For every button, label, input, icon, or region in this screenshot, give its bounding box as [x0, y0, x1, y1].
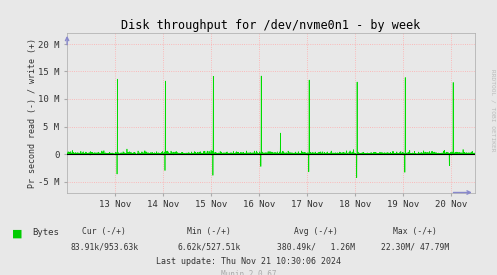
Text: Cur (-/+): Cur (-/+): [83, 227, 126, 236]
Text: RRDTOOL / TOBI OETIKER: RRDTOOL / TOBI OETIKER: [491, 69, 496, 151]
Text: Min (-/+): Min (-/+): [187, 227, 231, 236]
Text: Last update: Thu Nov 21 10:30:06 2024: Last update: Thu Nov 21 10:30:06 2024: [156, 257, 341, 266]
Text: Bytes: Bytes: [32, 228, 59, 237]
Text: Avg (-/+): Avg (-/+): [294, 227, 337, 236]
Y-axis label: Pr second read (-) / write (+): Pr second read (-) / write (+): [27, 38, 37, 188]
Text: ■: ■: [12, 228, 23, 238]
Text: 83.91k/953.63k: 83.91k/953.63k: [70, 243, 139, 252]
Title: Disk throughput for /dev/nvme0n1 - by week: Disk throughput for /dev/nvme0n1 - by we…: [121, 19, 420, 32]
Text: Max (-/+): Max (-/+): [393, 227, 437, 236]
Text: 6.62k/527.51k: 6.62k/527.51k: [177, 243, 241, 252]
Text: 22.30M/ 47.79M: 22.30M/ 47.79M: [381, 243, 449, 252]
Text: 380.49k/   1.26M: 380.49k/ 1.26M: [277, 243, 354, 252]
Text: Munin 2.0.67: Munin 2.0.67: [221, 270, 276, 275]
